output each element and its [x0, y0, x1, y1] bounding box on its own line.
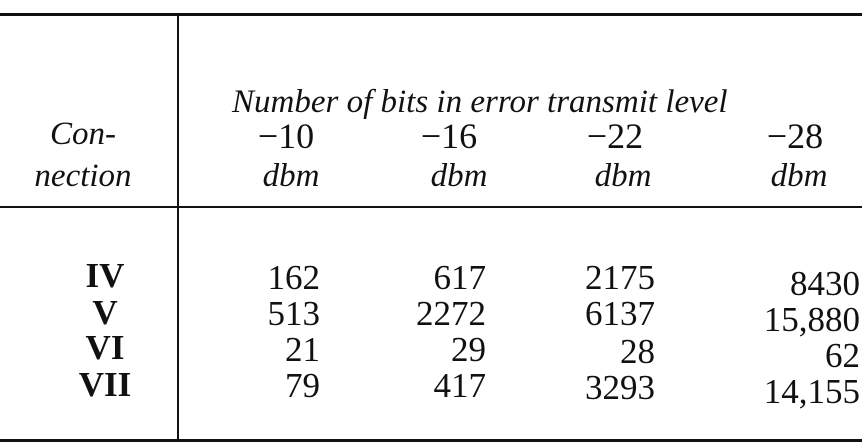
column-header-unit-1: dbm	[262, 158, 320, 194]
column-header-level-1: −10	[257, 116, 315, 156]
row-label-v: V	[92, 293, 118, 332]
column-header-unit-3: dbm	[594, 158, 652, 194]
table-cell: 8430	[790, 264, 860, 303]
bottom-rule	[0, 439, 862, 442]
column-header-level-3: −22	[586, 116, 644, 156]
table-cell: 417	[433, 366, 487, 405]
row-label-iv: IV	[85, 256, 125, 295]
table-cell: 79	[285, 366, 320, 405]
table-cell: 15,880	[763, 300, 860, 339]
column-header-level-2: −16	[420, 116, 478, 156]
header-rule	[0, 206, 862, 208]
column-header-level-4: −28	[766, 116, 824, 156]
column-header-unit-2: dbm	[430, 158, 488, 194]
column-header-unit-4: dbm	[770, 158, 828, 194]
table-cell: 62	[825, 336, 860, 375]
table-cell: 617	[433, 258, 487, 297]
table-cell: 162	[267, 258, 321, 297]
top-rule	[0, 13, 862, 16]
table-cell: 2272	[416, 294, 486, 333]
table-cell: 2175	[585, 258, 655, 297]
table-cell: 29	[451, 330, 486, 369]
row-label-vii: VII	[78, 365, 132, 404]
table-cell: 3293	[585, 368, 655, 407]
table-cell: 28	[620, 332, 655, 371]
table-cell: 21	[285, 330, 320, 369]
table-cell: 513	[267, 294, 321, 333]
table-cell: 6137	[585, 294, 655, 333]
stub-header-line-1: Con-	[50, 116, 116, 152]
stub-header-line-2: nection	[34, 158, 132, 194]
table-cell: 14,155	[763, 372, 860, 411]
row-label-vi: VI	[85, 328, 125, 367]
table-caption: Number of bits in error transmit level	[232, 84, 728, 120]
stub-divider	[177, 13, 179, 441]
